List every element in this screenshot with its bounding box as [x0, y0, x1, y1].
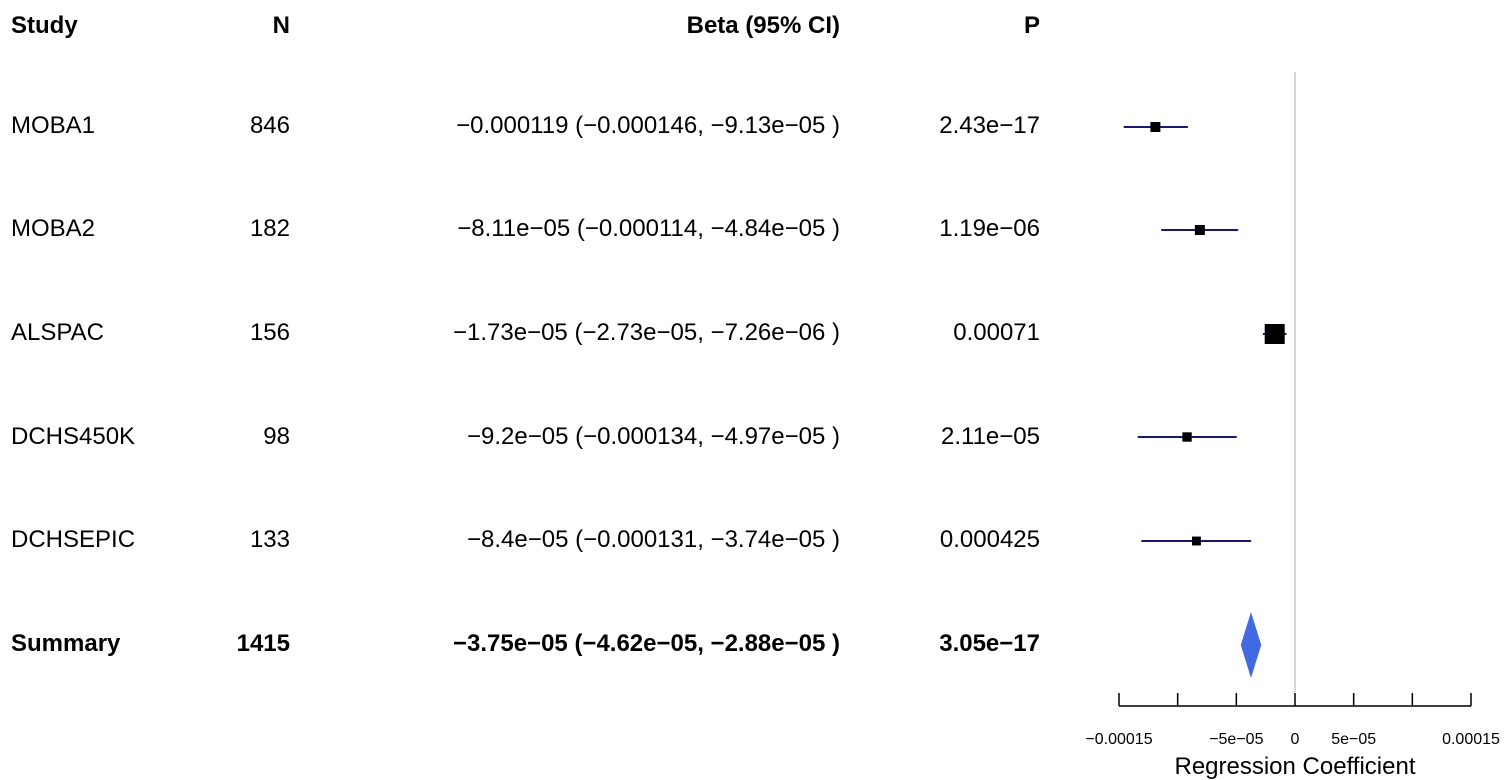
point-estimate	[1182, 432, 1192, 442]
study-beta: −0.000119 (−0.000146, −9.13e−05 )	[456, 112, 840, 139]
x-axis-title: Regression Coefficient	[1174, 753, 1415, 780]
study-n: 156	[249, 319, 290, 346]
study-n: 133	[249, 526, 290, 553]
study-beta: −8.11e−05 (−0.000114, −4.84e−05 )	[457, 215, 840, 242]
study-beta: −9.2e−05 (−0.000134, −4.97e−05 )	[467, 423, 840, 450]
study-name: DCHSEPIC	[11, 526, 136, 553]
study-beta: −8.4e−05 (−0.000131, −3.74e−05 )	[467, 526, 840, 553]
study-p: 0.00071	[953, 319, 1040, 346]
study-p: 2.43e−17	[939, 112, 1040, 139]
point-estimate	[1264, 324, 1285, 344]
study-name: MOBA2	[11, 215, 96, 242]
study-n: 182	[249, 215, 290, 242]
x-tick-label: −0.00015	[1085, 731, 1152, 748]
study-name: ALSPAC	[11, 319, 104, 346]
summary-name: Summary	[11, 630, 121, 657]
study-n: 846	[249, 112, 290, 139]
summary-n: 1415	[236, 630, 290, 657]
study-p: 2.11e−05	[941, 423, 1040, 450]
study-n: 98	[263, 423, 290, 450]
study-name: MOBA1	[11, 112, 96, 139]
study-p: 1.19e−06	[939, 215, 1040, 242]
study-p: 0.000425	[939, 526, 1040, 553]
summary-p: 3.05e−17	[939, 630, 1040, 657]
header-n: N	[272, 12, 290, 39]
header-p: P	[1023, 12, 1040, 39]
x-tick-label: 0.00015	[1442, 731, 1500, 748]
header-study: Study	[11, 12, 78, 39]
study-beta: −1.73e−05 (−2.73e−05, −7.26e−06 )	[452, 319, 840, 346]
study-name: DCHS450K	[11, 423, 136, 450]
header-beta: Beta (95% CI)	[686, 12, 840, 39]
summary-diamond	[1240, 612, 1262, 678]
point-estimate	[1194, 225, 1205, 235]
point-estimate	[1150, 122, 1161, 132]
x-tick-label: 0	[1291, 731, 1300, 748]
x-tick-label: −5e−05	[1209, 731, 1263, 748]
point-estimate	[1191, 536, 1201, 546]
x-tick-label: 5e−05	[1331, 731, 1376, 748]
summary-beta: −3.75e−05 (−4.62e−05, −2.88e−05 )	[452, 630, 840, 657]
